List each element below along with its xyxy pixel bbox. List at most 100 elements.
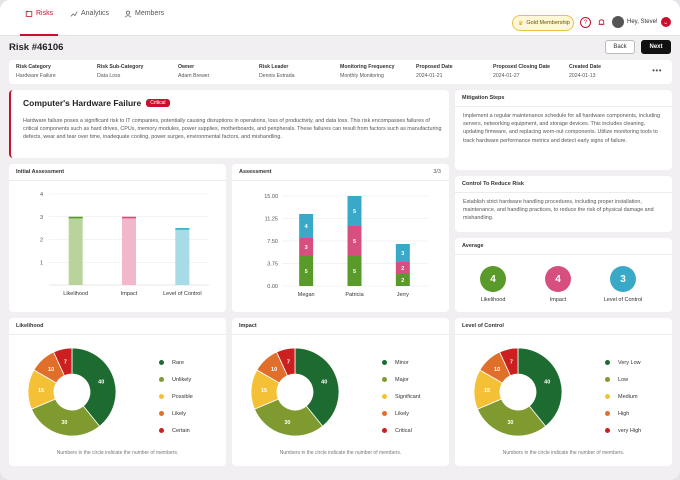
- donut-slice: [517, 347, 563, 427]
- stacked-bar-segment: [347, 256, 362, 286]
- donut-slice: [30, 398, 101, 437]
- slice-label: 30: [507, 420, 513, 426]
- person-icon: [124, 10, 132, 18]
- meta-value: 2024-01-27: [493, 73, 520, 79]
- legend-item: Unlikely: [159, 371, 193, 388]
- user-greeting: Hey, Steve!: [627, 19, 658, 25]
- average-title: Average: [455, 238, 672, 255]
- slice-label: 15: [484, 388, 490, 394]
- impact-donut-title: Impact: [232, 318, 449, 335]
- initial-assessment-chart: 1 2 3 4 Likelihood Impact Level of Control: [40, 192, 209, 297]
- slice-label: 30: [61, 420, 67, 426]
- slice-label: 15: [261, 388, 267, 394]
- data-label: 2: [401, 266, 404, 272]
- bar-cap: [122, 216, 136, 219]
- stacked-bar-segment: [395, 244, 410, 262]
- slice-label: 10: [271, 367, 277, 373]
- legend-swatch: [605, 360, 610, 365]
- slice-label: 15: [38, 388, 44, 394]
- page-title: Risk #46106: [9, 42, 64, 53]
- slice-label: 40: [544, 380, 550, 386]
- membership-label: Gold Membership: [526, 20, 570, 26]
- mitigation-title: Mitigation Steps: [455, 90, 672, 107]
- next-button[interactable]: Next: [641, 40, 671, 54]
- meta-label: Proposed Closing Date: [493, 64, 551, 70]
- control-text: Establish strict hardware handling proce…: [463, 199, 654, 222]
- average-card: Average 4 Likelihood 4 Impact 3 Level of…: [455, 238, 672, 312]
- meta-proposed-closing-date: Proposed Closing Date 2024-01-27: [493, 64, 550, 79]
- bar-cap: [175, 228, 190, 230]
- x-tick-label: Likelihood: [63, 291, 88, 297]
- donut-slice: [53, 347, 73, 377]
- y-tick-label: 0.00: [267, 284, 278, 290]
- meta-proposed-date: Proposed Date 2024-01-21: [416, 64, 453, 79]
- legend-item: very High: [605, 422, 641, 439]
- meta-label: Risk Leader: [259, 64, 289, 70]
- tab-members[interactable]: Members: [124, 10, 164, 36]
- average-level-of-control: 3 Level of Control: [593, 266, 653, 303]
- slice-label: 10: [494, 367, 500, 373]
- user-menu[interactable]: Hey, Steve! ⌄: [612, 16, 671, 28]
- back-button[interactable]: Back: [605, 40, 635, 54]
- likelihood-donut-chart: 40 30 15 10 7: [27, 347, 117, 437]
- legend-label: High: [618, 410, 630, 417]
- average-likelihood-value: 4: [480, 266, 506, 292]
- legend-item: Rare: [159, 354, 193, 371]
- stacked-bar-segment: [395, 262, 410, 274]
- membership-badge[interactable]: ♛ Gold Membership: [512, 15, 574, 31]
- average-likelihood: 4 Likelihood: [463, 266, 523, 303]
- data-label: 5: [353, 269, 356, 275]
- legend-swatch: [605, 394, 610, 399]
- more-options-icon[interactable]: •••: [652, 66, 662, 75]
- donut-note: Numbers in the circle indicate the numbe…: [279, 450, 402, 456]
- donut-note: Numbers in the circle indicate the numbe…: [502, 450, 625, 456]
- bell-icon[interactable]: [596, 17, 607, 28]
- impact-legend: Minor Major Significant Likely Critical: [382, 354, 420, 439]
- impact-donut-card: Impact 40 30 15 10 7 Minor Major Significant Li…: [232, 318, 449, 466]
- legend-swatch: [605, 377, 610, 382]
- legend-swatch: [382, 428, 387, 433]
- average-impact-value: 4: [545, 266, 571, 292]
- legend-label: Major: [395, 376, 409, 383]
- meta-value: Monthly Monitoring: [340, 73, 384, 79]
- assessment-title: Assessment: [232, 164, 449, 181]
- meta-value: Adam Brewer: [178, 73, 210, 79]
- likelihood-donut-card: Likelihood 40 30 15 10 7 Rare Unlikely Possibl…: [9, 318, 226, 466]
- initial-assessment-card: Initial Assessment 1 2 3 4 Likelihood Impact L…: [9, 164, 226, 312]
- legend-label: very High: [618, 427, 642, 434]
- mitigation-card: Mitigation Steps Implement a regular mai…: [455, 90, 672, 170]
- legend-label: Medium: [618, 393, 638, 400]
- help-icon[interactable]: ?: [580, 17, 591, 28]
- x-tick-label: Impact: [121, 291, 138, 297]
- y-tick-label: 1: [40, 260, 43, 266]
- legend-swatch: [159, 428, 164, 433]
- legend-swatch: [382, 411, 387, 416]
- shield-icon: [25, 10, 33, 17]
- legend-label: Critical: [395, 427, 412, 434]
- x-tick-label: Level of Control: [163, 291, 202, 297]
- legend-swatch: [159, 394, 164, 399]
- legend-label: Low: [618, 376, 629, 383]
- donut-note: Numbers in the circle indicate the numbe…: [56, 450, 179, 456]
- crown-icon: ♛: [518, 20, 524, 27]
- legend-item: Significant: [382, 388, 420, 405]
- stacked-bar-segment: [299, 256, 314, 286]
- legend-label: Likely: [395, 410, 410, 417]
- tab-analytics[interactable]: Analytics: [70, 10, 109, 36]
- legend-item: Possible: [159, 388, 193, 405]
- meta-label: Risk Category: [16, 64, 51, 70]
- x-tick-label: Megan: [298, 292, 315, 298]
- legend-label: Possible: [172, 393, 193, 400]
- tab-risks[interactable]: Risks: [20, 10, 59, 36]
- impact-donut-chart: 40 30 15 10 7: [250, 347, 340, 437]
- risk-heading: Computer's Hardware Failure: [23, 98, 142, 108]
- legend-label: Very Low: [618, 359, 641, 366]
- stacked-bar-segment: [395, 274, 410, 286]
- control-card: Control To Reduce Risk Establish strict …: [455, 176, 672, 232]
- y-tick-label: 11.25: [265, 217, 278, 223]
- donut-slice: [276, 347, 296, 377]
- likelihood-legend: Rare Unlikely Possible Likely Certain: [159, 354, 193, 439]
- donut-slice: [499, 347, 519, 377]
- bar: [122, 216, 136, 285]
